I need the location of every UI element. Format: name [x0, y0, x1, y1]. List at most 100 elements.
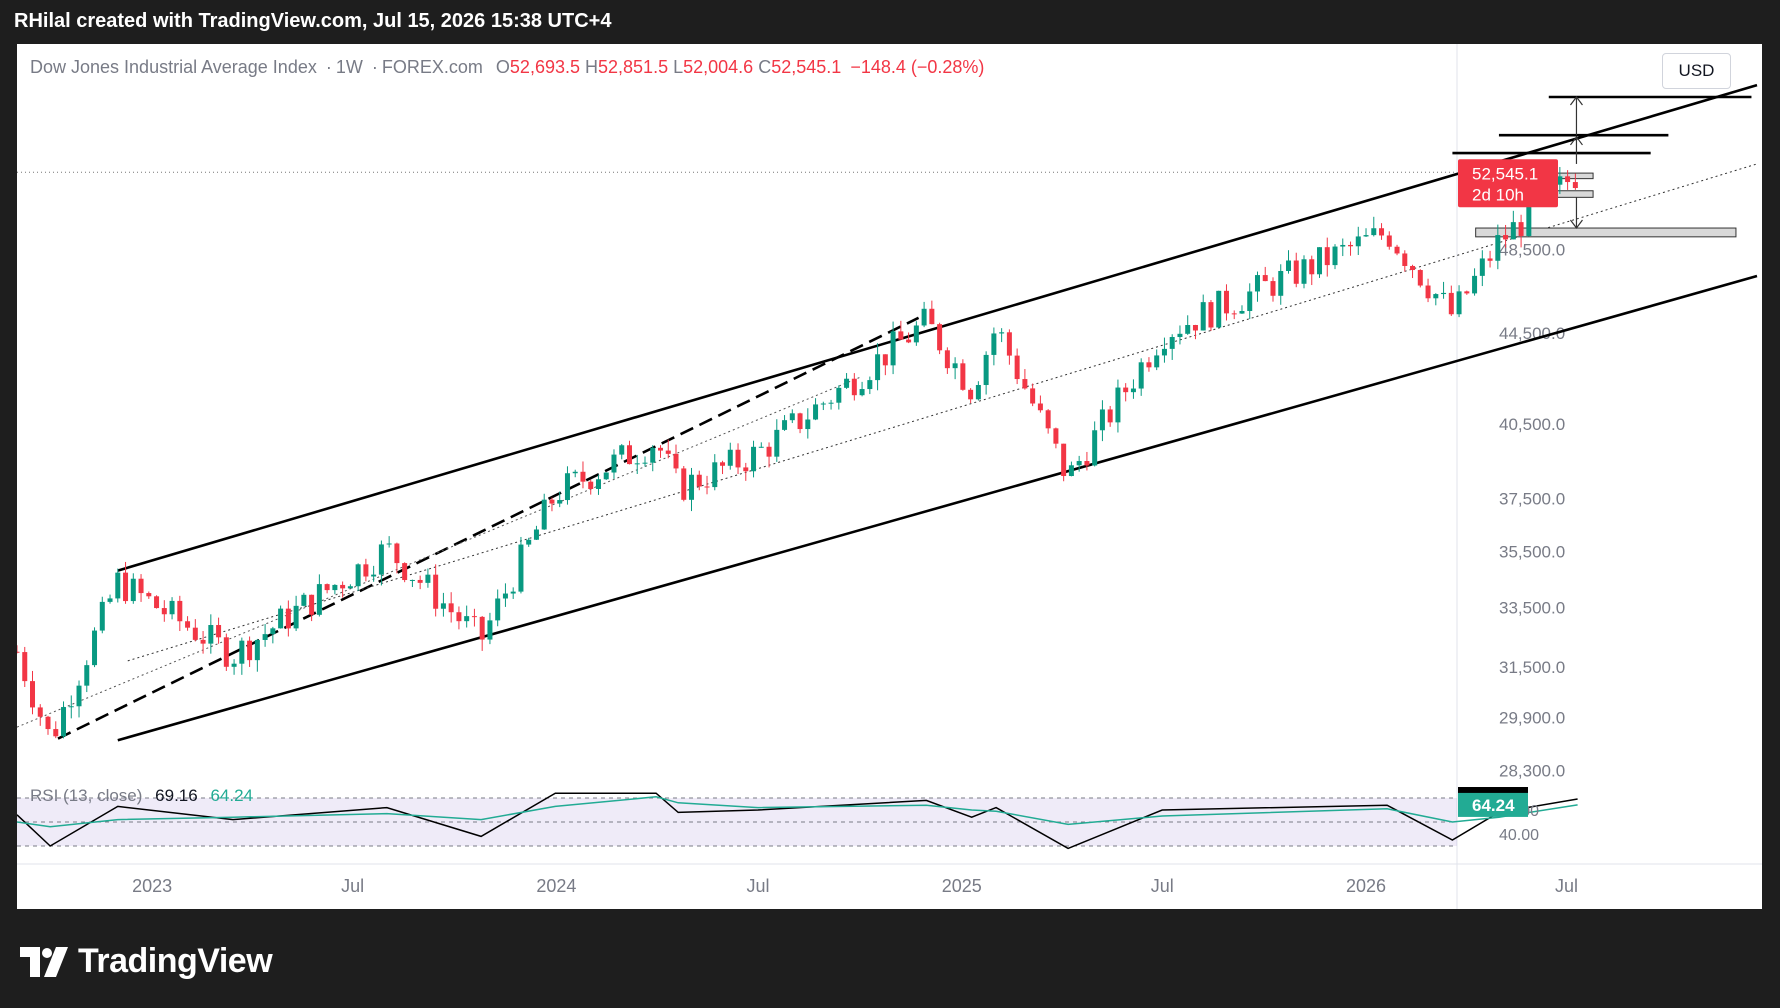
candle-down	[45, 716, 51, 730]
price-tick-label: 40,500.0	[1499, 415, 1565, 434]
candle-up	[1371, 228, 1377, 236]
price-tick-label: 35,500.0	[1499, 542, 1565, 561]
candle-up	[828, 402, 834, 404]
candle-up	[1332, 246, 1338, 266]
candle-down	[1030, 388, 1036, 404]
price-tick-label: 37,500.0	[1499, 489, 1565, 508]
candle-up	[650, 447, 656, 463]
candle-down	[1487, 258, 1493, 261]
candle-up	[1433, 294, 1439, 299]
candle-up	[595, 479, 601, 489]
candle-up	[1169, 337, 1175, 349]
candle-down	[37, 707, 43, 717]
tradingview-logo-icon	[20, 946, 68, 977]
candle-up	[1301, 259, 1307, 284]
candle-down	[1223, 290, 1229, 314]
close-value: 52,545.1	[771, 57, 842, 77]
candle-up	[789, 413, 795, 421]
candle-up	[1317, 247, 1323, 275]
candle-up	[859, 389, 865, 396]
currency-button[interactable]: USD	[1662, 53, 1731, 89]
candle-up	[805, 419, 811, 430]
candle-up	[1239, 310, 1245, 314]
candle-down	[1386, 235, 1392, 247]
candle-up	[983, 354, 989, 386]
rsi-ma-line	[17, 796, 1578, 828]
symbol-exchange: FOREX.com	[381, 57, 483, 77]
time-tick-label: Jul	[746, 876, 769, 896]
candle-down	[851, 378, 857, 396]
candle-up	[975, 385, 981, 400]
candle-down	[200, 639, 206, 644]
candle-up	[371, 574, 377, 577]
candle-down	[394, 543, 400, 564]
candle-up	[1177, 333, 1183, 338]
chart-frame[interactable]: 48,500.0 44,500.0 40,500.0 37,500.0 35,500.0…	[17, 44, 1762, 909]
candle-up	[510, 591, 516, 594]
target-arrow-up-small-head	[1569, 135, 1583, 146]
candle-down	[1417, 270, 1423, 286]
candle-down	[456, 612, 462, 622]
brand-name: TradingView	[78, 942, 273, 980]
candle-up	[913, 325, 919, 343]
candle-up	[813, 404, 819, 420]
rsi-ma-tag[interactable]	[1458, 792, 1528, 817]
candle-up	[84, 665, 90, 686]
candle-up	[332, 584, 338, 591]
candle-up	[254, 639, 260, 661]
candle-down	[185, 621, 191, 628]
candle-up	[782, 420, 788, 430]
candle-up	[1456, 291, 1462, 315]
target-arrow-down-head	[1569, 219, 1583, 230]
time-tick-label: 2024	[536, 876, 576, 896]
candle-up	[107, 598, 113, 602]
rsi-legend: RSI (13, close) 69.16 64.24	[30, 786, 253, 806]
tradingview-logo[interactable]: TradingView	[20, 942, 273, 981]
candle-up	[774, 429, 780, 457]
time-tick-label: Jul	[1555, 876, 1578, 896]
price-tick-label: 28,300.0	[1499, 762, 1565, 781]
candle-up	[231, 663, 237, 667]
candle-down	[906, 339, 912, 343]
candle-down	[402, 563, 408, 581]
candle-down	[1014, 355, 1020, 380]
candle-up	[502, 593, 508, 599]
candle-up	[727, 449, 733, 466]
candle-up	[921, 308, 927, 326]
candle-up	[301, 594, 307, 606]
time-tick-label: 2023	[132, 876, 172, 896]
symbol-name[interactable]: Dow Jones Industrial Average Index	[30, 57, 317, 77]
candle-down	[626, 445, 632, 465]
candle-up	[1161, 348, 1167, 356]
candle-down	[309, 594, 315, 615]
rsi-label[interactable]: RSI (13, close)	[30, 786, 143, 805]
candle-down	[1053, 428, 1059, 444]
high-label: H	[585, 57, 599, 77]
candle-down	[944, 350, 950, 369]
candle-up	[890, 331, 896, 366]
rsi-line	[17, 792, 1578, 850]
candle-up	[425, 574, 431, 583]
last-price-tag[interactable]	[1458, 159, 1558, 208]
candle-up	[1363, 235, 1369, 237]
open-value: 52,693.5	[509, 57, 580, 77]
chart-canvas[interactable]: 48,500.0 44,500.0 40,500.0 37,500.0 35,500.0…	[17, 44, 1762, 909]
candle-down	[1084, 461, 1090, 466]
candle-up	[1472, 275, 1478, 294]
candle-up	[130, 578, 136, 602]
candle-down	[1448, 292, 1454, 315]
symbol-interval[interactable]: 1W	[335, 57, 363, 77]
candle-up	[68, 706, 74, 708]
candle-down	[766, 446, 772, 457]
candle-down	[53, 729, 59, 737]
candle-up	[634, 463, 640, 465]
candle-up	[1495, 235, 1501, 261]
price-tick-label: 33,500.0	[1499, 598, 1565, 617]
candle-up	[487, 620, 493, 640]
candle-down	[1425, 285, 1431, 299]
time-tick-label: Jul	[1151, 876, 1174, 896]
price-tick-label: 31,500.0	[1499, 658, 1565, 677]
change-value: −148.4 (−0.28%)	[850, 57, 985, 77]
candle-up	[409, 579, 415, 581]
candle-down	[929, 308, 935, 325]
